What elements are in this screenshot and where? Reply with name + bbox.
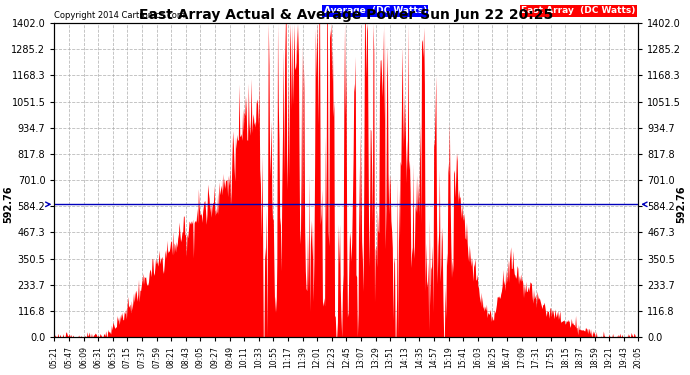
Text: Copyright 2014 Cartronics.com: Copyright 2014 Cartronics.com xyxy=(55,11,186,20)
Text: 592.76: 592.76 xyxy=(676,186,687,223)
Text: 592.76: 592.76 xyxy=(3,186,14,223)
Text: Average  (DC Watts): Average (DC Watts) xyxy=(324,6,427,15)
Text: East Array  (DC Watts): East Array (DC Watts) xyxy=(521,6,635,15)
Title: East Array Actual & Average Power Sun Jun 22 20:25: East Array Actual & Average Power Sun Ju… xyxy=(139,8,553,22)
